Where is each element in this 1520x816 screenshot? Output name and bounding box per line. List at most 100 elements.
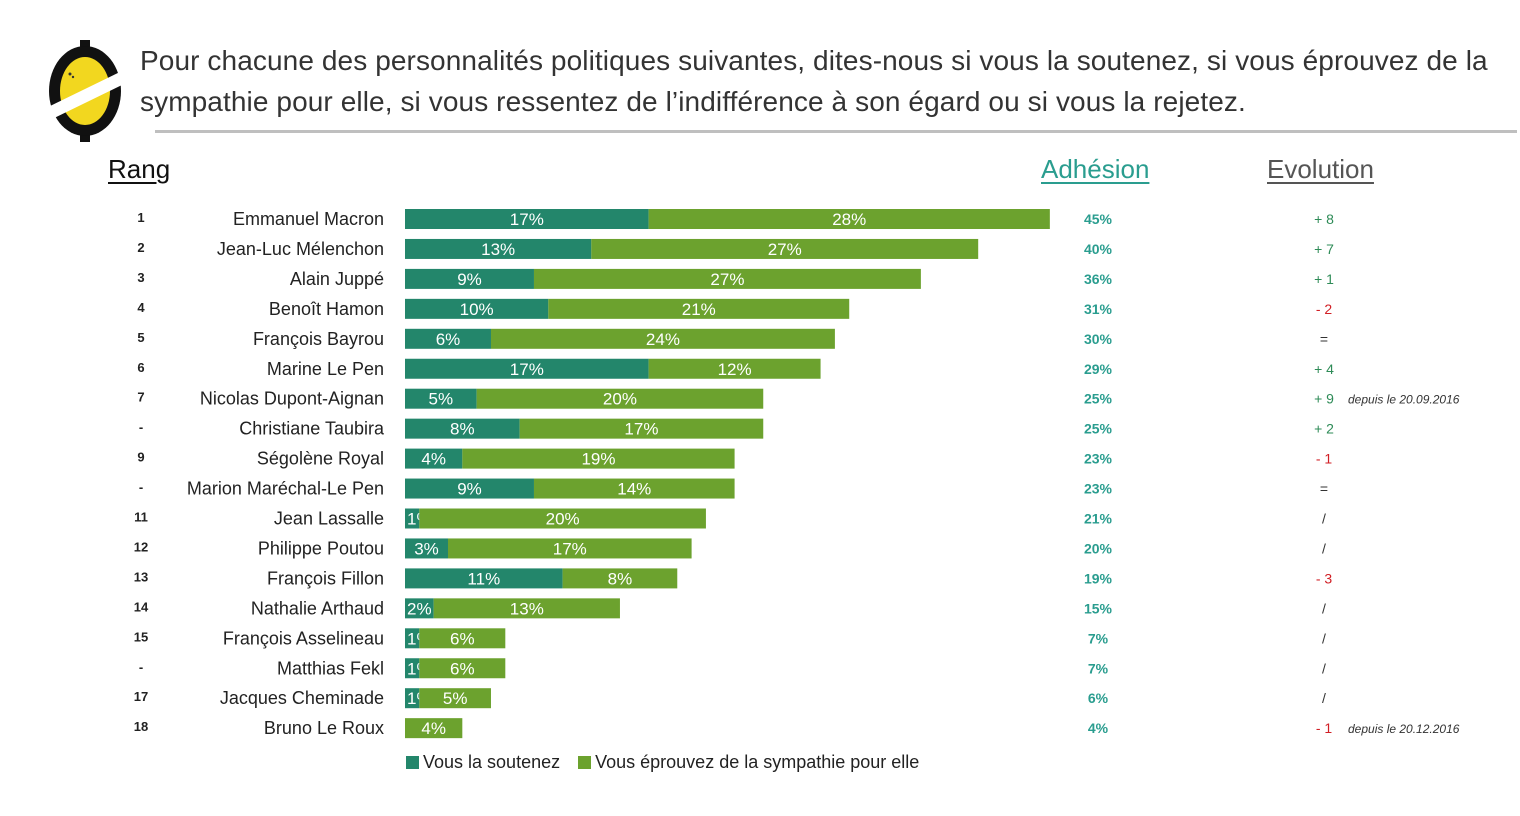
adhesion-value: 15% [1084,600,1113,616]
evolution-value: - 1 [1316,451,1333,467]
bar-support [405,418,520,439]
bar-support [405,508,420,529]
evolution-value: + 9 [1314,391,1334,407]
bar-sympathy [533,268,921,289]
bar-support [405,209,649,229]
label-support: 9% [457,480,482,499]
label-sympathy: 6% [450,629,475,648]
evolution-value: = [1320,481,1328,497]
bar-sympathy [419,688,491,709]
label-sympathy: 20% [603,390,637,409]
rank-label: - [139,480,143,495]
adhesion-value: 6% [1088,690,1109,706]
evolution-value: - 1 [1316,720,1333,736]
bar-support [405,598,434,619]
rank-label: - [139,659,143,674]
bar-sympathy [648,358,821,379]
politician-name: François Bayrou [253,329,384,349]
label-support: 17% [510,360,544,379]
evolution-value: + 7 [1314,241,1334,257]
politician-name: François Asselineau [223,628,384,648]
bar-sympathy [419,658,506,679]
label-sympathy: 8% [608,569,633,588]
rank-label: 18 [134,719,148,734]
bar-sympathy [490,328,835,349]
label-sympathy: 28% [832,210,866,229]
bar-support [405,388,477,409]
label-support: 2% [407,599,432,618]
rank-label: 4 [137,300,145,315]
politician-name: Nathalie Arthaud [251,598,384,618]
adhesion-value: 40% [1084,241,1113,257]
politician-name: Christiane Taubira [239,419,385,439]
bar-sympathy [405,718,463,739]
politician-name: Jean-Luc Mélenchon [217,239,384,259]
bar-sympathy [591,238,979,259]
evolution-value: / [1322,690,1326,706]
evolution-heading: Evolution [1267,154,1374,184]
evolution-value: - 2 [1316,301,1333,317]
politician-name: Jacques Cheminade [220,688,384,708]
politician-name: Bruno Le Roux [264,718,384,738]
adhesion-value: 19% [1084,570,1113,586]
question-text: Pour chacune des personnalités politique… [140,45,1488,117]
label-sympathy: 21% [682,300,716,319]
header-divider [155,130,1517,133]
rank-label: 2 [137,240,144,255]
bar-support [405,448,463,469]
politician-name: Ségolène Royal [257,449,384,469]
rank-label: 7 [137,390,144,405]
bar-support [405,238,592,259]
evolution-value: / [1322,630,1326,646]
bar-support [405,358,649,379]
adhesion-heading: Adhésion [1041,154,1150,184]
adhesion-value: 7% [1088,660,1109,676]
rank-label: 1 [137,210,144,225]
evolution-value: / [1322,660,1326,676]
label-support: 13% [481,240,515,259]
bar-sympathy [462,448,735,469]
bar-sympathy [447,538,692,559]
evolution-value: + 2 [1314,421,1334,437]
label-sympathy: 27% [768,240,802,259]
politician-name: Alain Juppé [290,269,384,289]
rank-label: 15 [134,629,148,644]
adhesion-value: 36% [1084,271,1113,287]
bar-sympathy [548,298,850,319]
label-sympathy: 12% [718,360,752,379]
adhesion-value: 4% [1088,720,1109,736]
label-sympathy: 19% [581,450,615,469]
evolution-value: + 1 [1314,271,1334,287]
rank-label: 9 [137,450,144,465]
label-support: 9% [457,270,482,289]
evolution-note: depuis le 20.12.2016 [1348,722,1460,736]
adhesion-value: 30% [1084,331,1113,347]
legend-label-sympathy: Vous éprouvez de la sympathie pour elle [595,752,920,772]
label-support: 11% [467,569,500,588]
adhesion-value: 29% [1084,361,1113,377]
adhesion-value: 23% [1084,481,1113,497]
rank-label: - [139,420,143,435]
rank-label: 3 [137,270,144,285]
label-support: 8% [450,420,475,439]
adhesion-value: 31% [1084,301,1113,317]
adhesion-value: 23% [1084,451,1113,467]
bar-support [405,298,549,319]
bar-sympathy [519,418,764,439]
bar-support [405,328,491,349]
label-sympathy: 4% [421,719,446,738]
label-sympathy: 20% [546,510,580,529]
politician-name: Jean Lassalle [274,509,384,529]
bar-sympathy [419,628,506,649]
logo-icon [46,40,124,142]
bar-support [405,268,534,289]
rank-label: 11 [134,510,148,525]
evolution-note: depuis le 20.09.2016 [1348,393,1460,407]
politician-name: Matthias Fekl [277,658,384,678]
adhesion-value: 25% [1084,421,1113,437]
bar-support [405,688,420,709]
adhesion-value: 21% [1084,511,1113,527]
evolution-value: + 4 [1314,361,1334,377]
politician-name: Benoît Hamon [269,299,384,319]
